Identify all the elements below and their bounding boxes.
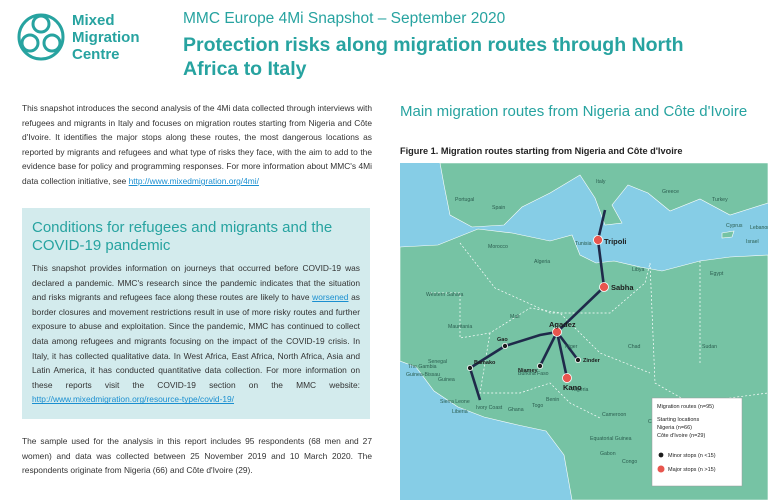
covid-link[interactable]: http://www.mixedmigration.org/resource-t… bbox=[32, 394, 235, 405]
country-label: Sudan bbox=[702, 344, 717, 350]
city-label: Zinder bbox=[583, 358, 601, 364]
country-label: Liberia bbox=[452, 409, 468, 415]
legend-text: Côte d'Ivoire (n=29) bbox=[657, 433, 705, 439]
logo-line: Centre bbox=[72, 46, 120, 63]
covid-text: This snapshot provides information on jo… bbox=[32, 263, 360, 303]
covid-link[interactable]: worsened bbox=[312, 292, 349, 303]
intro-text: This snapshot introduces the second anal… bbox=[22, 103, 372, 186]
country-label: Guinea bbox=[438, 377, 455, 383]
city-label: Sabha bbox=[611, 283, 634, 292]
country-label: Mauritania bbox=[448, 324, 472, 330]
figure-caption: Figure 1. Migration routes starting from… bbox=[400, 146, 683, 156]
country-label: Spain bbox=[492, 205, 505, 211]
legend-text: Major stops (n >15) bbox=[668, 467, 716, 473]
minor-stop bbox=[502, 342, 509, 349]
legend-text: Minor stops (n <15) bbox=[668, 453, 716, 459]
country-label: Burkina Faso bbox=[518, 371, 549, 377]
city-label: Niamey bbox=[518, 368, 539, 374]
logo-line: Migration bbox=[72, 29, 140, 46]
country-label: Sierra Leone bbox=[440, 399, 470, 405]
country-label: Turkey bbox=[712, 197, 728, 203]
country-label: Gabon bbox=[600, 451, 616, 457]
europe bbox=[439, 163, 768, 228]
country-label: Tunisia bbox=[575, 241, 592, 247]
country-label: Italy bbox=[596, 179, 606, 185]
country-label: Cyprus bbox=[726, 223, 743, 229]
covid-paragraph: This snapshot provides information on jo… bbox=[32, 261, 360, 407]
covid-box: Conditions for refugees and migrants and… bbox=[22, 208, 370, 419]
intro-link[interactable]: http://www.mixedmigration.org/4mi/ bbox=[128, 175, 259, 186]
city-label: Bamako bbox=[474, 360, 496, 366]
cyprus bbox=[721, 230, 735, 239]
major-stop bbox=[552, 327, 562, 337]
minor-stop bbox=[536, 362, 543, 369]
borders bbox=[430, 242, 768, 419]
country-label: Lebanon bbox=[750, 225, 768, 231]
subtitle: MMC Europe 4Mi Snapshot – September 2020 bbox=[183, 10, 506, 27]
country-label: Nigeria bbox=[572, 387, 589, 393]
country-label: Senegal bbox=[428, 359, 447, 365]
legend-minor-marker bbox=[658, 452, 664, 458]
title: Protection risks along migration routes … bbox=[183, 34, 684, 80]
country-label: Ghana bbox=[508, 407, 524, 413]
country-label: Mali bbox=[510, 314, 520, 320]
covid-text: as border closures and movement restrict… bbox=[32, 292, 360, 390]
country-label: Chad bbox=[628, 344, 641, 350]
map-heading: Main migration routes from Nigeria and C… bbox=[400, 103, 748, 120]
legend-text: Nigeria (n=66) bbox=[657, 425, 692, 431]
covid-title: Conditions for refugees and migrants and… bbox=[32, 219, 333, 254]
country-label: Cameroon bbox=[602, 412, 626, 418]
minor-stop bbox=[467, 364, 474, 371]
country-label: Algeria bbox=[534, 259, 550, 265]
route bbox=[555, 331, 580, 361]
legend-major-marker bbox=[657, 465, 665, 473]
major-stop bbox=[562, 373, 572, 383]
legend-title: Migration routes (n=95) bbox=[657, 404, 714, 410]
logo-line: Mixed bbox=[72, 12, 115, 29]
country-label: Morocco bbox=[488, 244, 508, 250]
country-label: Portugal bbox=[455, 197, 474, 203]
legend-box bbox=[651, 397, 743, 487]
map: Portugal Spain Italy Greece Turkey Cyprus Leba… bbox=[400, 163, 768, 500]
sample-paragraph: The sample used for the analysis in this… bbox=[22, 436, 372, 476]
country-label: Equatorial Guinea bbox=[590, 436, 632, 442]
country-label: Benin bbox=[546, 397, 559, 403]
major-stop bbox=[599, 282, 609, 292]
country-label: Congo bbox=[622, 459, 637, 465]
country-label: Israel bbox=[746, 239, 759, 245]
city-label: Gao bbox=[497, 337, 508, 343]
country-label: Niger bbox=[565, 344, 578, 350]
country-label: Egypt bbox=[710, 271, 724, 277]
city-label: Agadez bbox=[549, 320, 576, 329]
intro-paragraph: This snapshot introduces the second anal… bbox=[22, 101, 372, 189]
minor-stop bbox=[574, 356, 581, 363]
country-label: Ivory Coast bbox=[476, 405, 503, 411]
route bbox=[538, 331, 559, 367]
city-label: Kano bbox=[563, 383, 582, 392]
country-label: The Gambia bbox=[408, 364, 437, 370]
city-label: Tripoli bbox=[604, 237, 627, 246]
major-stop bbox=[593, 235, 603, 245]
country-label: Libya bbox=[632, 267, 645, 273]
country-label: Western Sahara bbox=[426, 292, 464, 298]
legend-text: Starting locations bbox=[657, 417, 699, 423]
country-label: Guinea-Bissau bbox=[406, 372, 440, 378]
logo-text: Mixed Migration Centre bbox=[72, 12, 140, 63]
country-label: Greece bbox=[662, 189, 679, 195]
logo-icon bbox=[17, 13, 65, 61]
country-label: Togo bbox=[532, 403, 543, 409]
